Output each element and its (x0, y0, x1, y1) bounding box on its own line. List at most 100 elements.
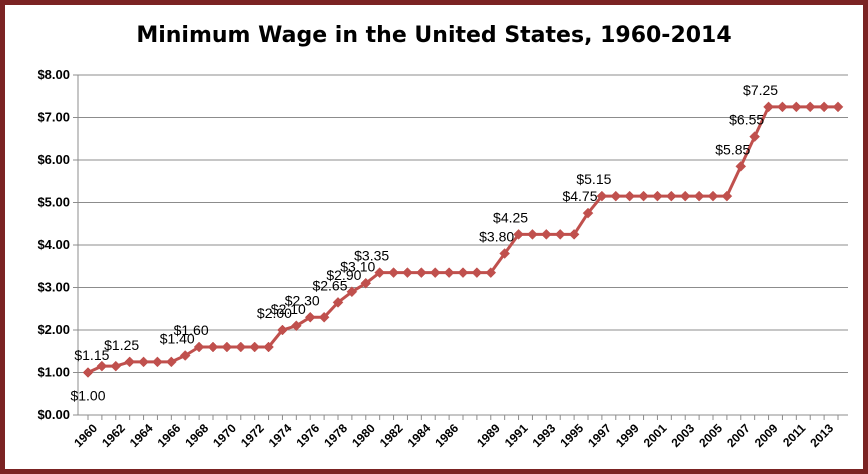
data-point-marker (124, 356, 136, 368)
data-point-marker (679, 190, 691, 202)
x-tick-label: 1984 (405, 421, 434, 450)
data-point-marker (110, 360, 122, 372)
data-label: $6.55 (729, 112, 764, 128)
data-label: $2.10 (271, 301, 306, 317)
data-point-marker (527, 229, 538, 240)
data-label: $2.65 (312, 277, 347, 293)
x-tick-label: 2007 (724, 421, 753, 450)
data-point-marker (596, 190, 608, 202)
x-tick-label: 1991 (502, 421, 531, 450)
data-point-marker (610, 190, 622, 202)
x-tick-label: 1964 (127, 421, 156, 450)
data-point-marker (179, 350, 191, 361)
data-point-marker (346, 286, 358, 298)
data-point-marker (721, 190, 733, 202)
series-markers (82, 101, 844, 378)
data-label: $1.15 (74, 347, 109, 363)
gridlines (78, 74, 848, 373)
data-point-marker (221, 341, 233, 353)
data-label: $2.30 (285, 292, 320, 308)
data-point-marker (152, 356, 163, 368)
data-point-marker (415, 267, 427, 278)
data-label: $4.75 (562, 188, 597, 204)
data-point-marker (513, 229, 524, 240)
data-point-marker (82, 367, 94, 378)
data-point-marker (707, 190, 719, 202)
x-tick-label: 1997 (585, 421, 614, 450)
data-point-marker (499, 248, 511, 259)
x-tick-label: 1960 (71, 421, 100, 450)
data-point-marker (790, 101, 802, 113)
data-point-marker (457, 267, 469, 278)
y-tick-label: $4.00 (37, 237, 70, 252)
data-label: $1.60 (174, 322, 209, 338)
data-point-marker (193, 341, 205, 353)
data-point-marker (652, 190, 663, 202)
data-point-marker (96, 360, 108, 372)
data-point-marker (693, 190, 705, 202)
data-point-marker (360, 277, 372, 289)
y-tick-label: $3.00 (37, 280, 70, 295)
data-point-marker (374, 267, 386, 278)
data-label: $3.80 (479, 229, 514, 245)
x-tick-label: 2001 (641, 421, 670, 450)
data-point-marker (277, 324, 288, 336)
chart-frame: Minimum Wage in the United States, 1960-… (5, 5, 863, 469)
data-point-marker (749, 131, 761, 142)
data-point-marker (402, 267, 413, 278)
x-tick-label: 1995 (557, 421, 586, 450)
data-label: $2.90 (326, 267, 361, 283)
x-tick-label: 1972 (238, 421, 267, 450)
y-tick-label: $7.00 (37, 110, 70, 125)
data-point-marker (165, 356, 177, 368)
data-label: $5.85 (715, 141, 750, 157)
y-tick-label: $2.00 (37, 322, 70, 337)
data-point-marker (471, 267, 483, 278)
data-point-marker (735, 161, 747, 172)
data-point-marker (777, 101, 788, 113)
axes: $0.00$1.00$2.00$3.00$4.00$5.00$6.00$7.00… (37, 67, 848, 450)
x-tick-label: 1980 (349, 421, 378, 450)
data-label: $1.25 (104, 337, 139, 353)
x-tick-label: 2009 (752, 421, 781, 450)
data-label: $3.10 (340, 258, 375, 274)
y-tick-label: $8.00 (37, 67, 70, 82)
data-point-marker (138, 356, 149, 368)
data-point-marker (624, 190, 636, 202)
data-label: $4.25 (493, 209, 528, 225)
x-tick-label: 1993 (530, 421, 559, 450)
data-label: $5.15 (576, 171, 611, 187)
y-tick-label: $5.00 (37, 195, 70, 210)
x-tick-label: 1986 (432, 421, 461, 450)
x-tick-label: 2005 (696, 421, 725, 450)
data-point-marker (638, 190, 649, 202)
x-tick-label: 1982 (377, 421, 406, 450)
data-point-marker (318, 311, 330, 323)
data-point-marker (804, 101, 816, 113)
data-point-marker (763, 101, 774, 113)
chart-plot: $0.00$1.00$2.00$3.00$4.00$5.00$6.00$7.00… (37, 67, 848, 450)
data-point-marker (568, 229, 580, 240)
data-point-marker (207, 341, 219, 353)
y-tick-label: $1.00 (37, 365, 70, 380)
data-point-marker (582, 207, 594, 219)
data-point-marker (290, 320, 302, 332)
data-point-marker (554, 229, 566, 240)
x-tick-label: 1974 (266, 421, 295, 450)
data-point-marker (443, 267, 455, 278)
data-point-marker (832, 101, 844, 113)
x-tick-label: 1968 (182, 421, 211, 450)
chart-title: Minimum Wage in the United States, 1960-… (136, 23, 732, 48)
data-label: $1.40 (160, 331, 195, 347)
data-point-marker (235, 341, 247, 353)
data-point-marker (263, 341, 274, 353)
x-tick-label: 1976 (294, 421, 323, 450)
x-tick-label: 1962 (99, 421, 128, 450)
data-point-marker (665, 190, 677, 202)
x-tick-label: 2011 (780, 421, 809, 450)
x-tick-label: 2003 (669, 421, 698, 450)
data-point-marker (485, 267, 497, 278)
data-point-marker (540, 229, 552, 240)
x-tick-label: 1966 (155, 421, 184, 450)
x-tick-label: 1999 (613, 421, 642, 450)
